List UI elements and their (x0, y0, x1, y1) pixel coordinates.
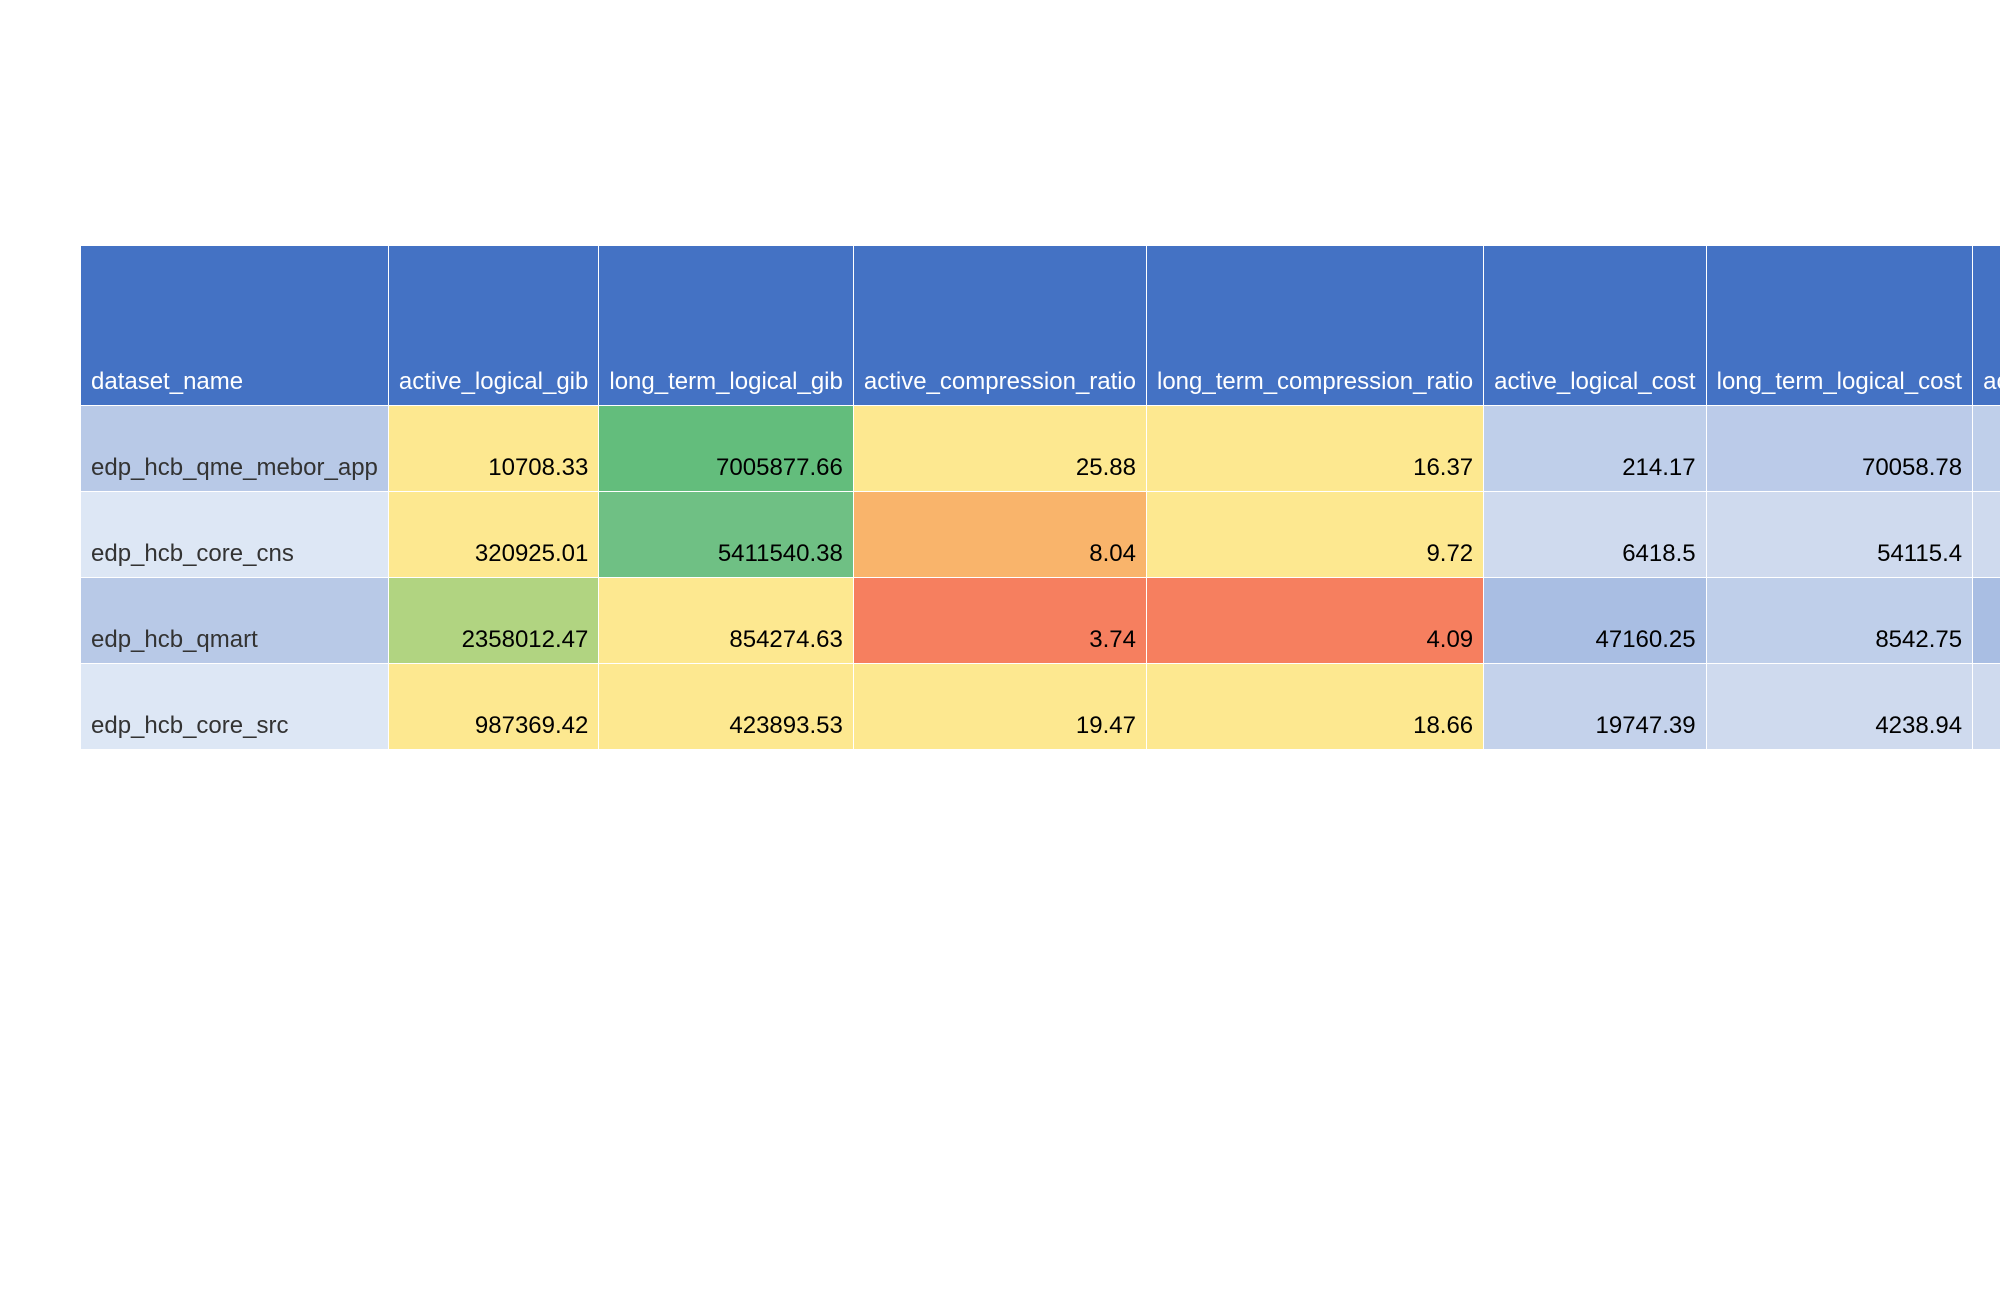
col-active-logical-cost: active_logical_cost (1484, 246, 1706, 406)
cell-long-term-logical-cost: 4238.94 (1706, 664, 1972, 750)
cell-long-term-logical-gib: 7005877.66 (599, 406, 853, 492)
cell-active-physical-cost: 1596.09 (1973, 492, 2000, 578)
cell-active-compression-ratio: 25.88 (853, 406, 1146, 492)
table-row: edp_hcb_core_cns 320925.01 5411540.38 8.… (81, 492, 2000, 578)
cell-long-term-logical-cost: 8542.75 (1706, 578, 1972, 664)
cell-active-logical-cost: 19747.39 (1484, 664, 1706, 750)
cell-long-term-logical-gib: 5411540.38 (599, 492, 853, 578)
cell-active-logical-gib: 987369.42 (388, 664, 598, 750)
table-container: dataset_name active_logical_gib long_ter… (80, 245, 2000, 750)
cell-active-logical-gib: 10708.33 (388, 406, 598, 492)
cell-dataset-name: edp_hcb_core_src (81, 664, 389, 750)
header-row: dataset_name active_logical_gib long_ter… (81, 246, 2000, 406)
cell-active-logical-cost: 6418.5 (1484, 492, 1706, 578)
cell-long-term-compression-ratio: 9.72 (1146, 492, 1483, 578)
col-long-term-compression-ratio: long_term_compression_ratio (1146, 246, 1483, 406)
cell-long-term-compression-ratio: 18.66 (1146, 664, 1483, 750)
cell-active-compression-ratio: 8.04 (853, 492, 1146, 578)
cell-long-term-logical-cost: 54115.4 (1706, 492, 1972, 578)
table-row: edp_hcb_core_src 987369.42 423893.53 19.… (81, 664, 2000, 750)
cell-active-physical-cost: 25203.97 (1973, 578, 2000, 664)
col-active-compression-ratio: active_compression_ratio (853, 246, 1146, 406)
cell-active-logical-cost: 47160.25 (1484, 578, 1706, 664)
cell-active-physical-cost: 16.55 (1973, 406, 2000, 492)
col-active-logical-gib: active_logical_gib (388, 246, 598, 406)
col-long-term-logical-cost: long_term_logical_cost (1706, 246, 1972, 406)
cost-table: dataset_name active_logical_gib long_ter… (80, 245, 2000, 750)
cell-active-logical-cost: 214.17 (1484, 406, 1706, 492)
cell-active-logical-gib: 320925.01 (388, 492, 598, 578)
cell-long-term-compression-ratio: 16.37 (1146, 406, 1483, 492)
cell-dataset-name: edp_hcb_qme_mebor_app (81, 406, 389, 492)
col-dataset-name: dataset_name (81, 246, 389, 406)
cell-long-term-logical-gib: 423893.53 (599, 664, 853, 750)
col-long-term-logical-gib: long_term_logical_gib (599, 246, 853, 406)
cell-long-term-compression-ratio: 4.09 (1146, 578, 1483, 664)
col-active-physical-cost: active_physical_cost (1973, 246, 2000, 406)
cell-long-term-logical-gib: 854274.63 (599, 578, 853, 664)
cell-active-compression-ratio: 3.74 (853, 578, 1146, 664)
cell-active-compression-ratio: 19.47 (853, 664, 1146, 750)
table-header: dataset_name active_logical_gib long_ter… (81, 246, 2000, 406)
cell-long-term-logical-cost: 70058.78 (1706, 406, 1972, 492)
cell-active-logical-gib: 2358012.47 (388, 578, 598, 664)
table-row: edp_hcb_qme_mebor_app 10708.33 7005877.6… (81, 406, 2000, 492)
cell-dataset-name: edp_hcb_core_cns (81, 492, 389, 578)
cell-active-physical-cost: 2029.75 (1973, 664, 2000, 750)
cell-dataset-name: edp_hcb_qmart (81, 578, 389, 664)
table-row: edp_hcb_qmart 2358012.47 854274.63 3.74 … (81, 578, 2000, 664)
table-body: edp_hcb_qme_mebor_app 10708.33 7005877.6… (81, 406, 2000, 750)
